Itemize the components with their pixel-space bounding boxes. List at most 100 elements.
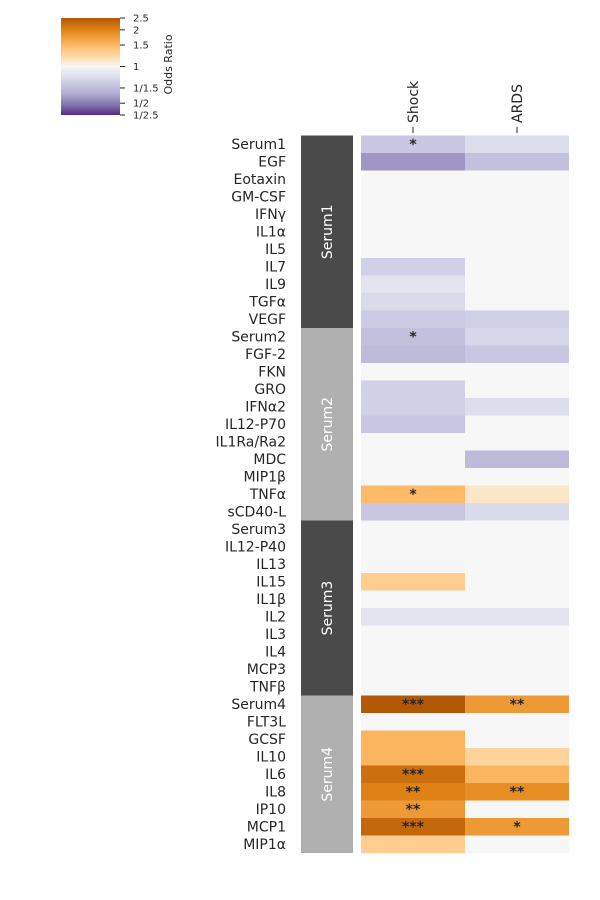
heatmap-cell <box>465 293 569 311</box>
column-label: Shock <box>406 80 422 123</box>
row-label: TGFα <box>248 295 286 311</box>
heatmap-cell <box>361 275 465 294</box>
heatmap-cell <box>465 310 569 329</box>
group-annotation-bar: Serum1 Serum2 Serum3 Serum4 <box>301 135 353 853</box>
row-label: Eotaxin <box>233 172 286 188</box>
group-band <box>301 520 353 696</box>
heatmap-cell <box>361 765 465 784</box>
group-label: Serum1 <box>320 204 336 259</box>
significance-star: * <box>513 820 521 836</box>
colorbar-title: Odds Ratio <box>162 34 175 94</box>
row-label: VEGF <box>249 312 286 328</box>
heatmap-cell <box>361 625 465 644</box>
row-label: IL13 <box>256 557 286 573</box>
row-label: IL8 <box>265 785 286 801</box>
heatmap-cell <box>361 258 465 276</box>
heatmap-cells <box>361 135 569 854</box>
heatmap-cell <box>361 293 465 311</box>
row-label: IL1β <box>256 592 286 608</box>
heatmap-cell <box>361 643 465 661</box>
heatmap-cell <box>361 188 465 206</box>
heatmap-cell <box>465 573 569 591</box>
row-label: IL4 <box>265 645 286 661</box>
heatmap-cell <box>361 328 465 346</box>
heatmap-cell <box>465 590 569 609</box>
heatmap-cell <box>361 783 465 801</box>
heatmap-cell <box>465 818 569 836</box>
heatmap-cell <box>361 835 465 854</box>
heatmap-cell <box>465 188 569 206</box>
row-label: Serum2 <box>231 330 286 346</box>
heatmap-cell <box>465 258 569 276</box>
row-label: FKN <box>258 365 286 381</box>
heatmap-cell <box>361 135 465 154</box>
row-label: IL3 <box>265 627 286 643</box>
group-label: Serum4 <box>320 747 336 802</box>
row-label: GM-CSF <box>231 190 286 206</box>
row-label: FGF-2 <box>245 347 286 363</box>
heatmap-cell <box>361 660 465 679</box>
significance-star: * <box>409 487 417 503</box>
heatmap-cell <box>361 800 465 819</box>
heatmap-cell <box>465 643 569 661</box>
heatmap-cell <box>361 450 465 469</box>
row-label: MIP1β <box>244 470 287 486</box>
heatmap-cell <box>465 380 569 399</box>
significance-star: * <box>409 137 417 153</box>
colorbar-tick-label: 1.5 <box>133 41 149 52</box>
heatmap-cell <box>465 135 569 154</box>
heatmap-cell <box>361 205 465 224</box>
significance-star: ** <box>510 697 525 713</box>
heatmap-cell <box>465 240 569 259</box>
row-label: MCP3 <box>247 662 286 678</box>
row-label: GCSF <box>248 732 286 748</box>
heatmap-cell <box>465 555 569 574</box>
heatmap-cell <box>465 153 569 171</box>
row-label: IL12-P70 <box>225 417 286 433</box>
significance-markers: ****** ******* ******* * <box>402 137 525 836</box>
heatmap-cell <box>465 835 569 854</box>
heatmap-cell <box>465 450 569 469</box>
heatmap-cell <box>465 415 569 434</box>
colorbar: 2.52 1.5 1 1/1.5 1/21/2.5 Odds Ratio <box>61 14 175 122</box>
row-label: IL1α <box>256 225 286 241</box>
heatmap-cell <box>361 380 465 399</box>
heatmap-cell <box>361 433 465 451</box>
heatmap-cell <box>361 345 465 364</box>
row-label: MDC <box>253 452 286 468</box>
heatmap-cell <box>465 730 569 749</box>
heatmap-cell <box>465 748 569 766</box>
colorbar-tick-label: 2.5 <box>133 14 149 25</box>
significance-star: *** <box>402 767 425 783</box>
heatmap-cell <box>465 205 569 224</box>
heatmap-cell <box>361 695 465 714</box>
heatmap-cell <box>361 310 465 329</box>
heatmap-cell <box>465 223 569 241</box>
heatmap-cell <box>361 678 465 696</box>
heatmap-cell <box>465 695 569 714</box>
heatmap-cell <box>361 748 465 766</box>
heatmap-cell <box>361 538 465 556</box>
heatmap-cell <box>361 415 465 434</box>
colorbar-tick-label: 1/2.5 <box>133 111 159 122</box>
colorbar-tick-label: 1/2 <box>133 99 149 110</box>
heatmap-cell <box>361 590 465 609</box>
heatmap-cell <box>465 170 569 189</box>
heatmap-cell <box>465 345 569 364</box>
row-label: IP10 <box>256 802 286 818</box>
heatmap-cell <box>465 660 569 679</box>
heatmap-cell <box>361 240 465 259</box>
significance-star: ** <box>406 802 421 818</box>
row-label: FLT3L <box>247 715 286 731</box>
row-label: IL15 <box>256 575 286 591</box>
row-label: IL9 <box>265 277 286 293</box>
heatmap-cell <box>465 713 569 731</box>
row-label: EGF <box>258 155 286 171</box>
row-label: IL6 <box>265 767 286 783</box>
heatmap-cell <box>465 800 569 819</box>
column-label: ARDS <box>510 84 526 123</box>
heatmap-cell <box>465 765 569 784</box>
colorbar-tick-label: 1 <box>133 62 139 73</box>
